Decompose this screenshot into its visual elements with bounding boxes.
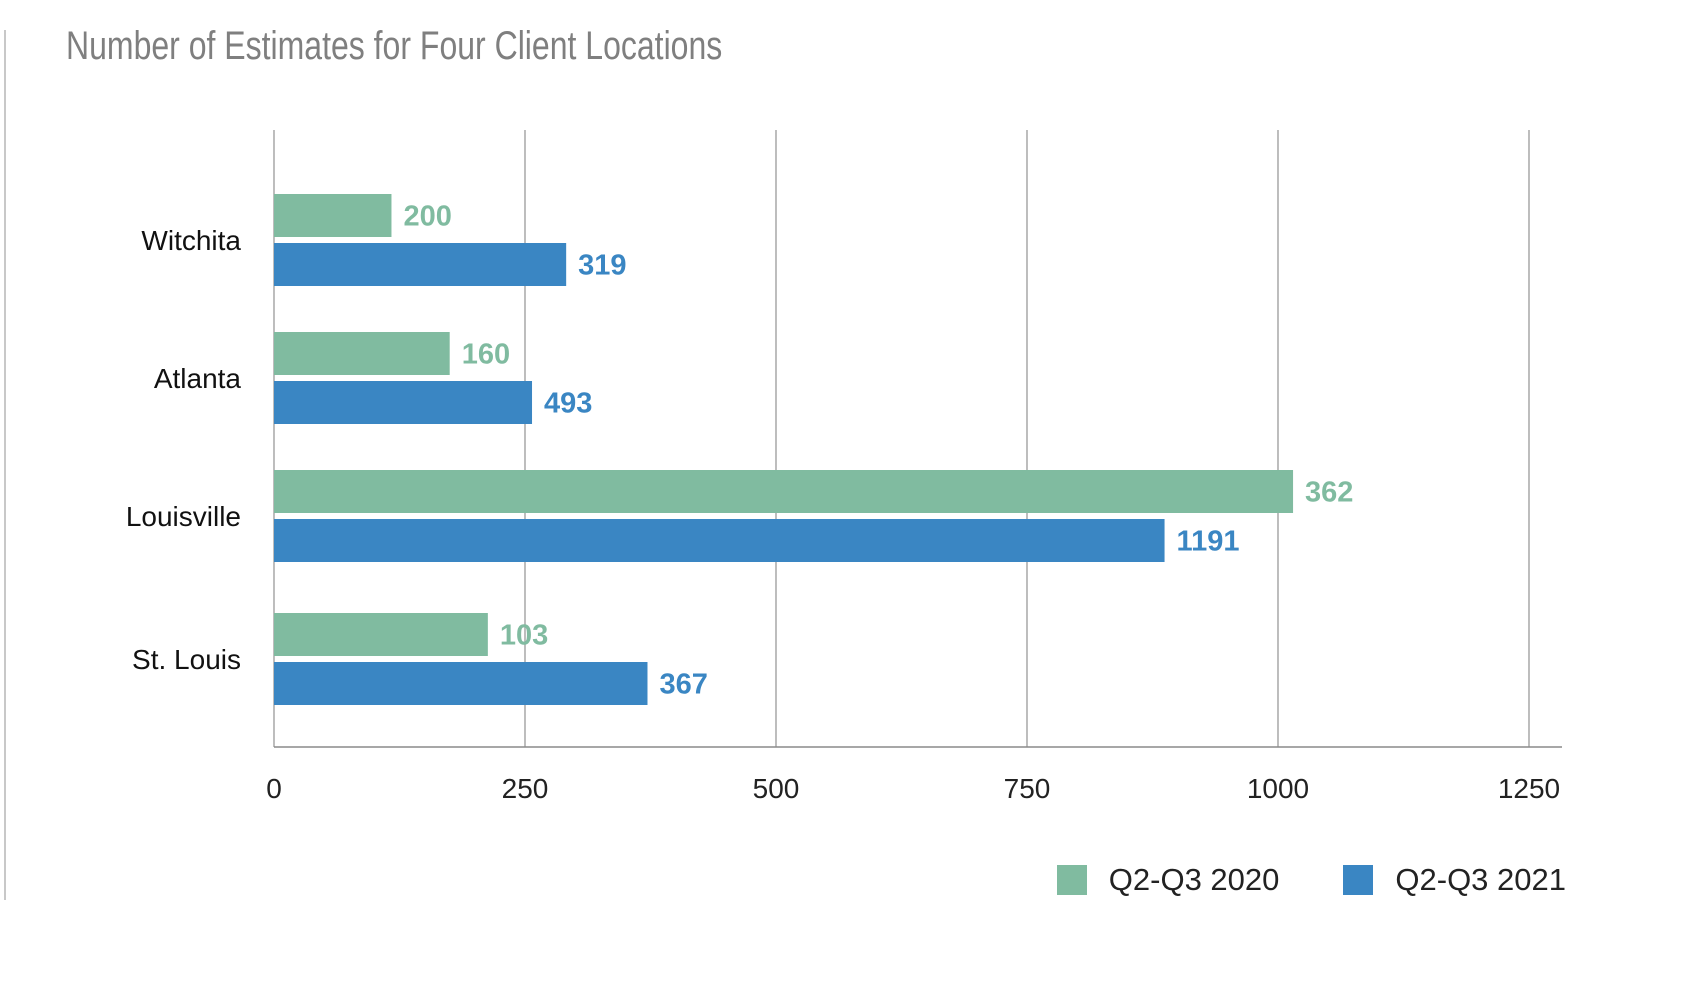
legend: Q2-Q3 2020 Q2-Q3 2021	[1056, 862, 1566, 898]
legend-item-2021[interactable]: Q2-Q3 2021	[1343, 862, 1566, 898]
x-tick-label: 250	[502, 773, 549, 804]
data-label: 362	[1305, 477, 1353, 509]
bar-2021[interactable]	[274, 662, 648, 705]
legend-label-2020: Q2-Q3 2020	[1108, 862, 1280, 897]
bar-2020[interactable]	[274, 613, 488, 656]
data-label: 493	[544, 388, 592, 420]
left-border-line	[4, 30, 6, 900]
x-tick-label: 0	[266, 773, 282, 804]
bar-2021[interactable]	[274, 519, 1165, 562]
x-tick-label: 750	[1004, 773, 1051, 804]
data-label: 200	[403, 201, 451, 233]
bar-2020[interactable]	[274, 194, 392, 237]
category-label: St. Louis	[132, 644, 241, 675]
x-tick-label: 500	[753, 773, 800, 804]
data-label: 103	[500, 620, 548, 652]
x-tick-label: 1250	[1498, 773, 1560, 804]
bar-2021[interactable]	[274, 243, 567, 286]
bars	[274, 194, 1294, 705]
legend-swatch-2021	[1343, 865, 1374, 895]
data-label: 1191	[1177, 526, 1240, 558]
data-label: 367	[659, 669, 707, 701]
bar-2020[interactable]	[274, 470, 1294, 513]
bar-2021[interactable]	[274, 381, 533, 424]
category-label: Atlanta	[154, 363, 242, 394]
category-label: Louisville	[126, 501, 241, 532]
data-labels: 200 160 362 103 319 493 1191 367	[403, 201, 1353, 701]
x-tick-label: 1000	[1247, 773, 1309, 804]
axes: 0 250 500 750 1000 1250 Witchita Atlanta Louisvi…	[126, 225, 1562, 804]
legend-item-2020[interactable]: Q2-Q3 2020	[1056, 862, 1280, 898]
legend-swatch-2020	[1056, 865, 1087, 895]
chart-title: Number of Estimates for Four Client Loca…	[66, 24, 723, 68]
category-label: Witchita	[141, 225, 241, 256]
bar-2020[interactable]	[274, 332, 450, 375]
data-label: 319	[578, 250, 626, 282]
legend-label-2021: Q2-Q3 2021	[1395, 862, 1566, 897]
data-label: 160	[462, 339, 510, 371]
